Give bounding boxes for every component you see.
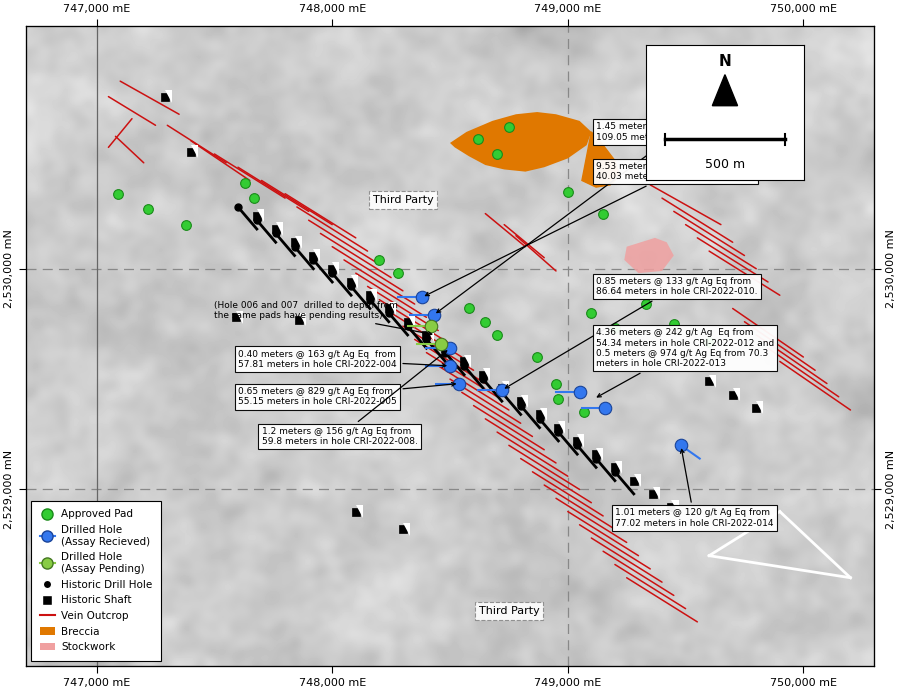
Polygon shape (464, 355, 472, 368)
Polygon shape (408, 315, 415, 328)
Polygon shape (165, 90, 172, 103)
Polygon shape (756, 401, 763, 415)
Text: 4.36 meters @ 242 g/t Ag  Eq from
54.34 meters in hole CRI-2022-012 and
0.5 mete: 4.36 meters @ 242 g/t Ag Eq from 54.34 m… (596, 328, 774, 397)
Polygon shape (389, 302, 396, 315)
Polygon shape (294, 236, 302, 249)
Polygon shape (427, 328, 434, 342)
Polygon shape (539, 408, 546, 421)
Polygon shape (671, 500, 679, 513)
Polygon shape (713, 75, 737, 106)
Text: 1.2 meters @ 156 g/t Ag Eq from
59.8 meters in hole CRI-2022-008.: 1.2 meters @ 156 g/t Ag Eq from 59.8 met… (262, 351, 446, 446)
Polygon shape (450, 112, 591, 172)
Text: N: N (718, 55, 732, 69)
Polygon shape (625, 238, 674, 273)
Polygon shape (582, 132, 619, 187)
Polygon shape (577, 435, 584, 448)
Text: 500 m: 500 m (705, 158, 745, 172)
Text: 0.65 meters @ 829 g/t Ag Eq from
55.15 meters in hole CRI-2022-005: 0.65 meters @ 829 g/t Ag Eq from 55.15 m… (238, 383, 455, 406)
Polygon shape (356, 505, 363, 518)
Polygon shape (275, 222, 283, 236)
Text: 9.53 meters @ 174 g/t Ag Eq  from
40.03 meters in hole CRI-2022-001: 9.53 meters @ 174 g/t Ag Eq from 40.03 m… (426, 162, 755, 295)
Text: Third Party: Third Party (479, 606, 539, 616)
Text: (Hole 006 and 007  drilled to depth from
the same pads have pending results): (Hole 006 and 007 drilled to depth from … (214, 301, 432, 336)
Polygon shape (521, 394, 527, 408)
Polygon shape (502, 381, 508, 394)
Polygon shape (652, 487, 660, 500)
Legend: Approved Pad, Drilled Hole
(Assay Recieved), Drilled Hole
(Assay Pending), Histo: Approved Pad, Drilled Hole (Assay Reciev… (32, 501, 161, 661)
Text: 1.45 meters @ 121 g/t Ag Eq from
109.05 meters in hole CRI-2022-002: 1.45 meters @ 121 g/t Ag Eq from 109.05 … (436, 122, 760, 313)
Polygon shape (191, 145, 198, 158)
Text: 0.40 meters @ 163 g/t Ag Eq  from
57.81 meters in hole CRI-2022-004: 0.40 meters @ 163 g/t Ag Eq from 57.81 m… (238, 349, 446, 369)
Polygon shape (351, 275, 358, 289)
Polygon shape (483, 368, 490, 381)
Polygon shape (299, 313, 306, 326)
Polygon shape (634, 474, 641, 487)
Text: Third Party: Third Party (373, 195, 433, 206)
Polygon shape (558, 421, 565, 435)
Polygon shape (403, 522, 410, 536)
Polygon shape (446, 342, 453, 355)
Polygon shape (596, 448, 603, 461)
Polygon shape (370, 289, 377, 302)
Text: 1.01 meters @ 120 g/t Ag Eq from
77.02 meters in hole CRI-2022-014: 1.01 meters @ 120 g/t Ag Eq from 77.02 m… (615, 449, 773, 528)
Polygon shape (733, 388, 740, 401)
Polygon shape (615, 461, 622, 474)
Polygon shape (709, 374, 716, 388)
Polygon shape (313, 249, 320, 262)
Polygon shape (332, 262, 339, 275)
Polygon shape (236, 311, 243, 324)
Polygon shape (256, 209, 264, 222)
Text: 0.85 meters @ 133 g/t Ag Eq from
86.64 meters in hole CRI-2022-010.: 0.85 meters @ 133 g/t Ag Eq from 86.64 m… (506, 277, 758, 388)
